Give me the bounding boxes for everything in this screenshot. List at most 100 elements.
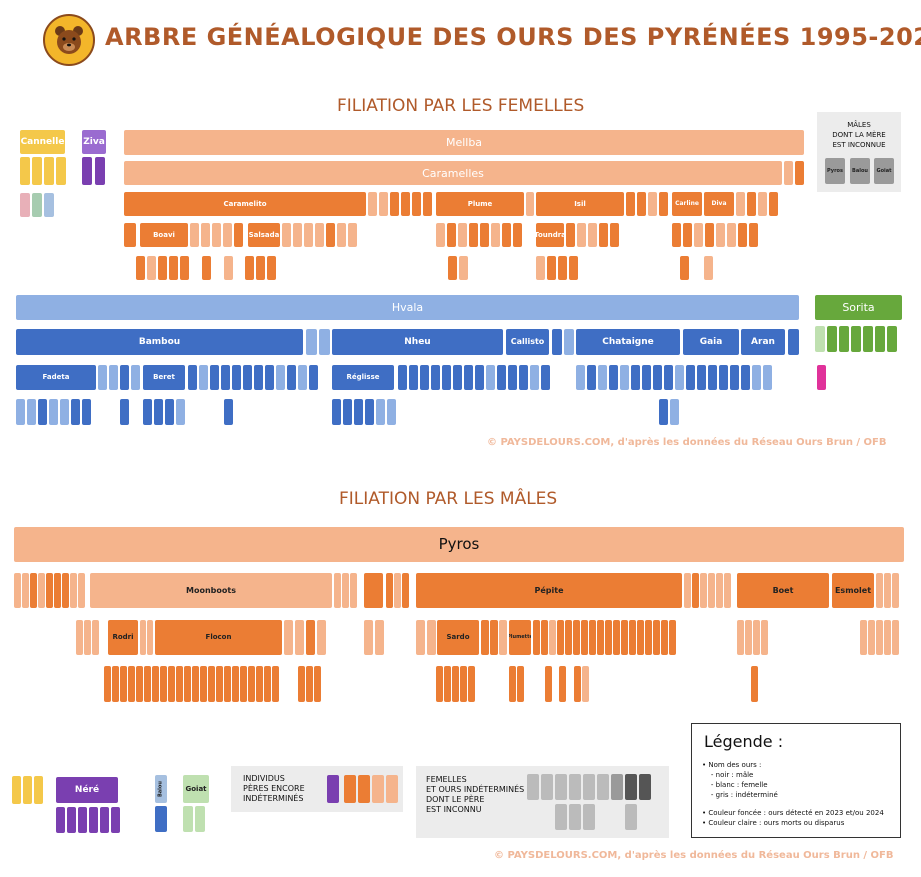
bear-callisto: Callisto <box>506 329 549 355</box>
bear-node <box>412 192 421 216</box>
bear-nheu: Nheu <box>332 329 503 355</box>
bear-node <box>577 223 586 247</box>
bear-node <box>664 365 673 390</box>
bear-node <box>212 223 221 247</box>
bear-node <box>639 774 651 800</box>
bear-node <box>23 776 32 804</box>
bear-node <box>284 620 293 655</box>
bear-node <box>468 666 475 702</box>
bear-node <box>784 161 793 185</box>
bear-node <box>224 666 231 702</box>
bear-node <box>453 365 462 390</box>
bear-caramelles: Caramelles <box>124 161 782 185</box>
bear-node <box>642 365 651 390</box>
bear-node <box>555 774 567 800</box>
bear-node <box>76 620 83 655</box>
bear-node <box>337 223 346 247</box>
undetermined-fathers-label: INDIVIDUS PÈRES ENCORE INDÉTERMINÉS <box>243 774 305 803</box>
bear-node <box>92 620 99 655</box>
bear-node <box>860 620 867 655</box>
bear-node <box>375 620 384 655</box>
bear-node <box>675 365 684 390</box>
bear-node <box>502 223 511 247</box>
bear-node <box>160 666 167 702</box>
bear-node <box>104 666 111 702</box>
bear-node <box>56 807 65 833</box>
bear-node <box>876 620 883 655</box>
bear-node <box>183 806 193 832</box>
bear-node <box>387 399 396 425</box>
bear-node <box>298 666 305 702</box>
bear-node <box>109 365 118 390</box>
bear-node <box>272 666 279 702</box>
bear-node <box>530 365 539 390</box>
bear-node <box>565 620 572 655</box>
bear-node <box>202 256 211 280</box>
bear-node <box>558 256 567 280</box>
bear-node <box>752 365 761 390</box>
legend-names: • Nom des ours : - noir : mâle - blanc :… <box>702 761 778 799</box>
bear-node <box>208 666 215 702</box>
bear-node <box>332 399 341 425</box>
bear-node <box>120 666 127 702</box>
bear-node <box>423 192 432 216</box>
bear-node <box>354 399 363 425</box>
bear-node <box>839 326 849 352</box>
bear-node <box>416 620 425 655</box>
bear-node <box>38 573 45 608</box>
bear-hvala: Hvala <box>16 295 799 320</box>
bear-node <box>379 192 388 216</box>
bear-balou-small: Balou <box>155 775 167 803</box>
bear-node <box>131 365 140 390</box>
bear-node <box>736 192 745 216</box>
bear-node <box>62 573 69 608</box>
bear-node <box>475 365 484 390</box>
bear-node <box>298 365 307 390</box>
bear-node <box>536 256 545 280</box>
bear-node <box>705 223 714 247</box>
bear-node <box>200 666 207 702</box>
bear-node <box>486 365 495 390</box>
bear-plumette: Plumette <box>509 620 531 655</box>
bear-node <box>447 223 456 247</box>
bear-node <box>364 620 373 655</box>
bear-node <box>672 223 681 247</box>
bear-node <box>232 365 241 390</box>
bear-node <box>724 573 731 608</box>
bear-node <box>165 399 174 425</box>
bear-node <box>459 256 468 280</box>
bear-carline: Carline <box>672 192 702 216</box>
unknown-father-label: FEMELLES ET OURS INDÉTERMINÉS DONT LE PÈ… <box>426 775 525 814</box>
bear-node <box>509 666 516 702</box>
bear-node <box>621 620 628 655</box>
bear-flocon: Flocon <box>155 620 282 655</box>
bear-node <box>155 806 167 832</box>
bear-node <box>708 365 717 390</box>
bear-node <box>372 775 384 803</box>
bear-node <box>282 223 291 247</box>
bear-node <box>508 365 517 390</box>
bear-node <box>620 365 629 390</box>
bear-node <box>581 620 588 655</box>
bear-node <box>401 192 410 216</box>
bear-node <box>758 192 767 216</box>
bear-node <box>788 329 799 355</box>
bear-node <box>490 620 498 655</box>
bear-node <box>876 573 883 608</box>
males-unknown-mother-box: MÂLES DONT LA MÈRE EST INCONNUE Pyros Ba… <box>817 112 901 192</box>
bear-esmolet: Esmolet <box>832 573 874 608</box>
bear-node <box>27 399 36 425</box>
bear-node <box>319 329 330 355</box>
bear-node <box>541 365 550 390</box>
bear-node <box>184 666 191 702</box>
bear-node <box>727 223 736 247</box>
bear-node <box>136 256 145 280</box>
credit-males: © PAYSDELOURS.COM, d'après les données d… <box>494 850 894 861</box>
bear-node <box>376 399 385 425</box>
bear-boavi: Boavi <box>140 223 188 247</box>
bear-node <box>716 223 725 247</box>
bear-node <box>120 399 129 425</box>
bear-node <box>420 365 429 390</box>
bear-node <box>44 193 54 217</box>
bear-salsada: Salsada <box>248 223 280 247</box>
